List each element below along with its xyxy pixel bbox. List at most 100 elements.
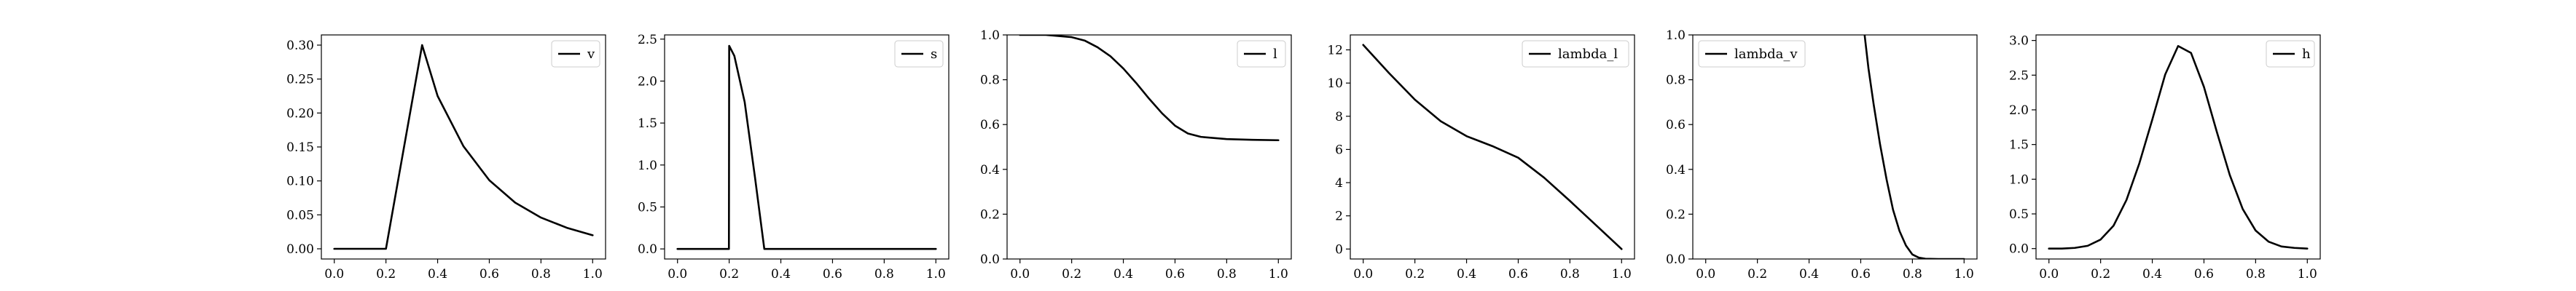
series-line-lambda_v <box>1863 35 1965 259</box>
axes-frame <box>1692 34 1978 260</box>
subplot-6: 0.0 0.2 0.4 0.6 0.8 1.0 0.0 0.5 1.0 1.5 2.0 2.5 3.0 h <box>2009 34 2321 282</box>
x-tick-label: 0.4 <box>2142 267 2162 282</box>
y-tick-label: 0.10 <box>286 175 314 189</box>
y-tick-label: 1.5 <box>638 116 657 131</box>
x-tick-label: 0.2 <box>2091 267 2110 282</box>
legend: s <box>894 40 944 68</box>
y-tick-label: 12 <box>1327 44 1343 58</box>
x-tick-label: 0.6 <box>1165 267 1185 282</box>
x-tick-label: 0.4 <box>1113 267 1133 282</box>
legend-frame <box>1698 40 1806 68</box>
y-tick-label: 2 <box>1335 210 1343 224</box>
x-tick-label: 0.6 <box>479 267 499 282</box>
subplot-1: 0.0 0.2 0.4 0.6 0.8 1.0 0.00 0.05 0.10 0.15 0.20 0.… <box>286 34 606 282</box>
y-tick-label: 0.8 <box>1666 73 1686 88</box>
x-tick-label: 0.2 <box>1062 267 1081 282</box>
legend-label: v <box>587 47 595 62</box>
x-tick-label: 0.0 <box>2039 267 2059 282</box>
x-tick-label: 0.2 <box>719 267 739 282</box>
y-tick-label: 2.5 <box>2009 68 2029 83</box>
y-tick-label: 0.25 <box>286 73 314 87</box>
x-tick-label: 0.8 <box>2246 267 2266 282</box>
subplot-3: 0.0 0.2 0.4 0.6 0.8 1.0 0.0 0.2 0.4 0.6 0.8 1.0 l <box>980 28 1292 282</box>
legend: lambda_v <box>1698 40 1806 68</box>
x-tick-label: 0.6 <box>823 267 842 282</box>
y-tick-label: 0.2 <box>980 207 1000 222</box>
y-tick-label: 1.0 <box>1666 28 1686 43</box>
y-tick-label: 0.4 <box>980 163 1000 178</box>
legend-label: l <box>1273 47 1277 62</box>
y-tick-label: 0.20 <box>286 106 314 121</box>
y-tick-label: 6 <box>1335 143 1343 157</box>
y-tick-label: 10 <box>1327 76 1343 91</box>
series-line-v <box>333 44 594 250</box>
x-tick-label: 0.2 <box>1405 267 1425 282</box>
y-tick-label: 1.0 <box>2009 172 2029 187</box>
x-tick-label: 1.0 <box>583 267 603 282</box>
axes-frame <box>1006 34 1292 260</box>
x-tick-label: 1.0 <box>1954 267 1974 282</box>
series-line-l <box>1019 35 1280 142</box>
legend-label: h <box>2302 47 2311 62</box>
legend-frame <box>1522 40 1629 68</box>
y-tick-label: 0.0 <box>980 252 1000 267</box>
y-tick-label: 1.5 <box>2009 138 2029 153</box>
x-tick-label: 0.0 <box>1010 267 1030 282</box>
y-tick-label: 0.2 <box>1666 207 1686 222</box>
series-line-lambda_l <box>1362 44 1623 250</box>
y-tick-label: 0.00 <box>286 242 314 257</box>
x-tick-label: 1.0 <box>1612 267 1632 282</box>
y-tick-label: 2.5 <box>638 33 657 47</box>
legend: h <box>2266 40 2315 68</box>
x-tick-label: 1.0 <box>2298 267 2317 282</box>
legend-label: s <box>931 47 937 62</box>
x-tick-label: 0.4 <box>771 267 791 282</box>
y-tick-label: 0.0 <box>1666 252 1686 267</box>
y-tick-label: 0.0 <box>638 242 657 257</box>
y-tick-label: 0.6 <box>980 118 1000 132</box>
y-tick-label: 0.5 <box>638 200 657 215</box>
x-tick-label: 1.0 <box>1269 267 1288 282</box>
x-tick-label: 0.2 <box>1747 267 1767 282</box>
x-tick-label: 0.8 <box>1903 267 1922 282</box>
x-tick-label: 0.8 <box>1560 267 1580 282</box>
legend-label: lambda_v <box>1734 47 1798 62</box>
x-tick-label: 0.0 <box>668 267 687 282</box>
subplot-4: 0.0 0.2 0.4 0.6 0.8 1.0 0 2 4 6 8 10 12 lambda_l <box>1327 34 1635 282</box>
y-tick-label: 0.6 <box>1666 118 1686 132</box>
axes-frame <box>664 34 950 260</box>
y-tick-label: 0.8 <box>980 73 1000 88</box>
subplot-5: 0.0 0.2 0.4 0.6 0.8 1.0 0.0 0.2 0.4 0.6 0.8 1.0 lamb… <box>1666 28 1978 282</box>
axes-frame <box>2035 34 2321 260</box>
y-tick-label: 0.0 <box>2009 242 2029 257</box>
legend-label: lambda_l <box>1558 47 1618 62</box>
x-tick-label: 0.4 <box>1457 267 1476 282</box>
legend: lambda_l <box>1522 40 1629 68</box>
x-tick-label: 0.2 <box>376 267 396 282</box>
y-tick-label: 0.05 <box>286 208 314 223</box>
y-tick-label: 0.30 <box>286 39 314 53</box>
x-tick-label: 0.6 <box>2194 267 2214 282</box>
y-tick-label: 2.0 <box>2009 103 2029 118</box>
x-tick-label: 0.6 <box>1851 267 1871 282</box>
x-tick-label: 0.6 <box>1508 267 1528 282</box>
axes-frame <box>1350 34 1635 260</box>
subplot-2: 0.0 0.2 0.4 0.6 0.8 1.0 0.0 0.5 1.0 1.5 2.0 2.5 s <box>638 33 950 282</box>
y-tick-label: 0.4 <box>1666 163 1686 178</box>
y-tick-label: 0.5 <box>2009 207 2029 222</box>
x-tick-label: 0.8 <box>874 267 894 282</box>
x-tick-label: 0.4 <box>1799 267 1819 282</box>
y-tick-label: 4 <box>1335 176 1343 191</box>
x-tick-label: 0.0 <box>1353 267 1373 282</box>
x-tick-label: 0.8 <box>1217 267 1237 282</box>
x-tick-label: 0.0 <box>324 267 344 282</box>
y-tick-label: 2.0 <box>638 74 657 89</box>
legend: v <box>551 40 600 68</box>
x-tick-label: 0.8 <box>531 267 551 282</box>
y-tick-label: 3.0 <box>2009 34 2029 49</box>
x-tick-label: 1.0 <box>926 267 946 282</box>
y-tick-label: 0 <box>1335 242 1343 257</box>
y-tick-label: 1.0 <box>638 159 657 173</box>
series-line-s <box>676 44 937 250</box>
